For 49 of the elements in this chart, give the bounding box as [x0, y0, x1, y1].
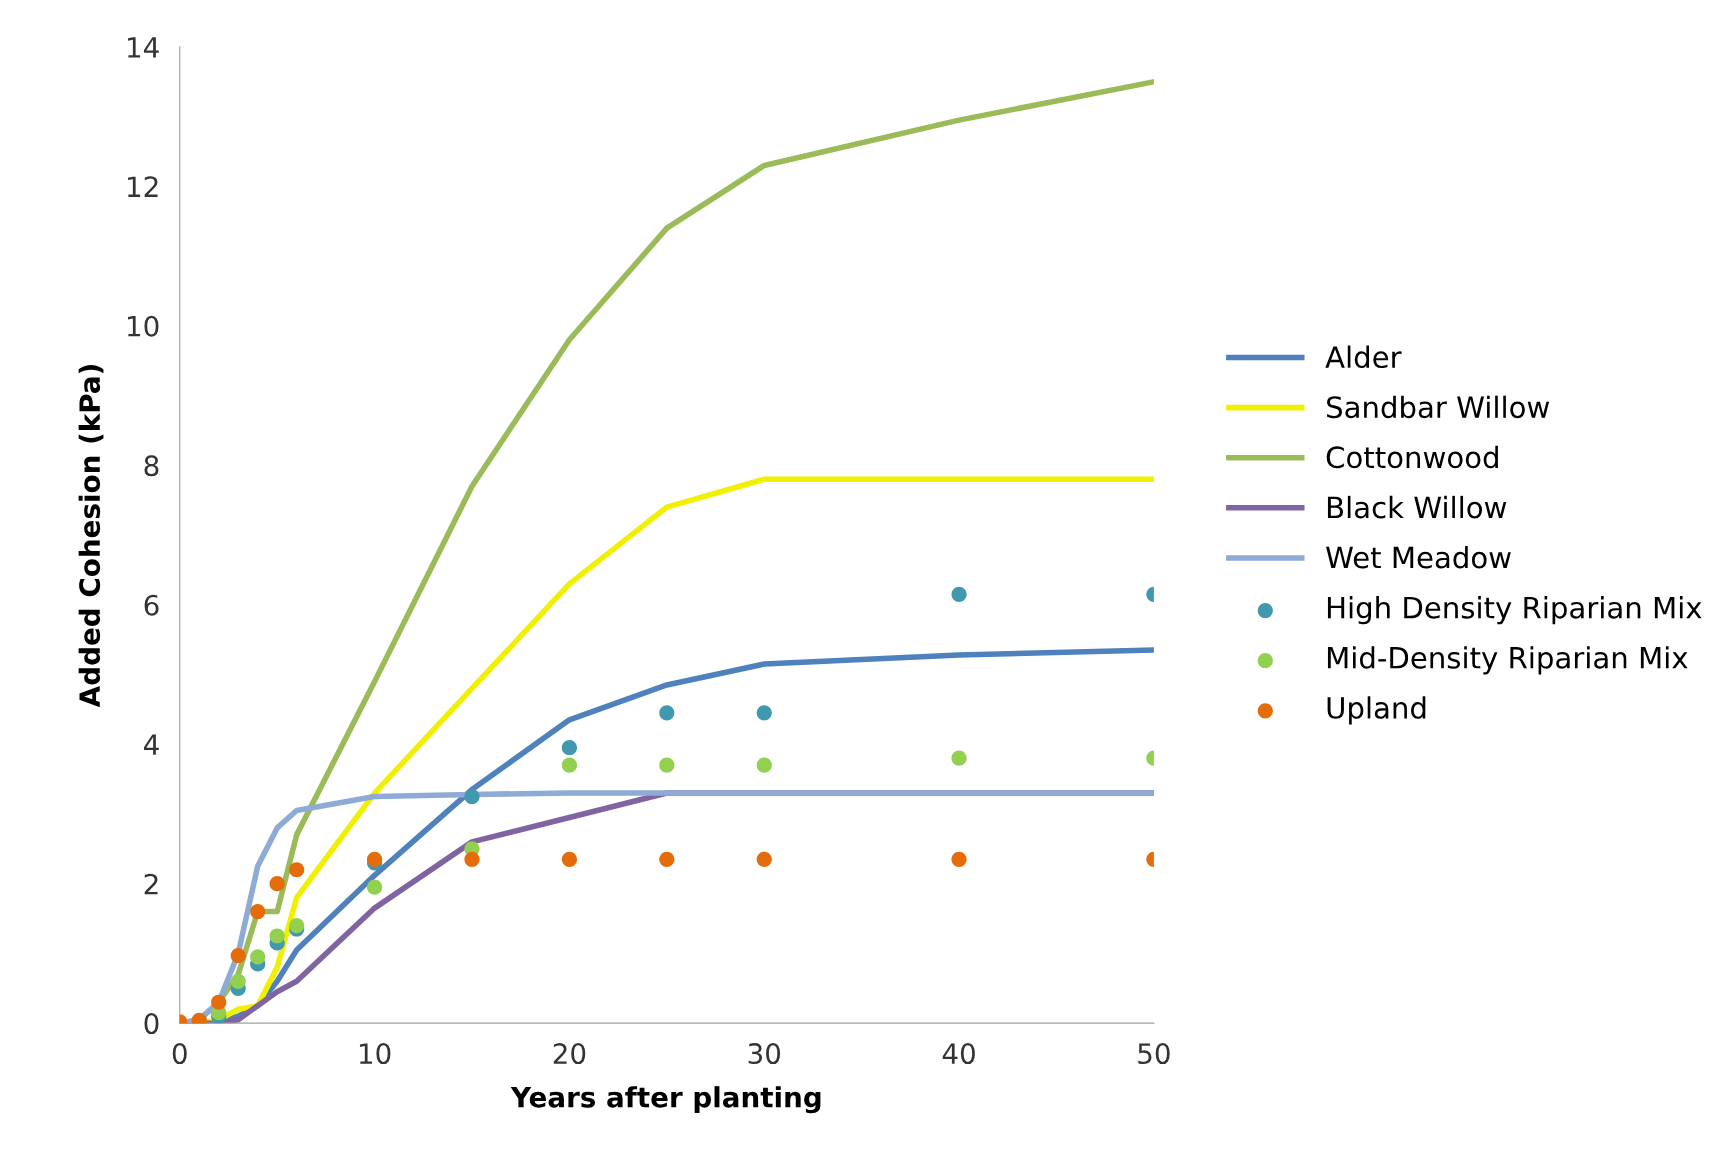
- point: [289, 862, 305, 878]
- point: [561, 851, 578, 867]
- point: [366, 851, 383, 867]
- x-tick-label: 50: [1138, 1043, 1170, 1065]
- point: [561, 757, 578, 773]
- legend-label: Black Willow: [1327, 495, 1507, 519]
- point: [269, 928, 285, 944]
- point: [230, 947, 246, 964]
- legend-label: Cottonwood: [1326, 445, 1498, 469]
- point: [756, 757, 772, 773]
- y-tick-label: 4: [144, 734, 159, 755]
- point: [951, 750, 967, 766]
- legend-label: Wet Meadow: [1326, 545, 1511, 569]
- legend-label: Sandbar Willow: [1327, 395, 1550, 419]
- x-tick-label: 10: [359, 1043, 391, 1065]
- x-tick-label: 20: [553, 1043, 586, 1065]
- point: [211, 994, 227, 1010]
- point: [250, 903, 266, 920]
- point: [659, 757, 675, 773]
- point: [250, 949, 266, 965]
- point: [561, 740, 578, 756]
- y-tick-label: 10: [128, 315, 159, 337]
- point: [366, 879, 383, 895]
- point: [269, 876, 285, 892]
- y-tick-label: 6: [144, 594, 159, 616]
- point: [230, 973, 246, 989]
- y-tick-label: 2: [144, 873, 158, 895]
- point: [464, 851, 480, 867]
- point: [289, 917, 305, 934]
- x-tick-label: 0: [172, 1043, 187, 1065]
- legend-label: Upland: [1327, 696, 1426, 725]
- point: [659, 705, 675, 721]
- x-tick-label: 30: [748, 1043, 781, 1065]
- point: [756, 851, 772, 867]
- legend-label: Mid-Density Riparian Mix: [1327, 646, 1688, 675]
- point: [951, 851, 967, 867]
- point: [659, 851, 675, 867]
- point: [464, 788, 480, 805]
- x-axis-title: Years after planting: [510, 1086, 821, 1114]
- y-tick-label: 0: [144, 1013, 159, 1035]
- x-tick-label: 40: [942, 1043, 975, 1065]
- y-tick-label: 14: [128, 37, 159, 58]
- y-axis-title: Added Cohesion (kPa): [78, 365, 104, 708]
- legend-label: Alder: [1325, 345, 1402, 369]
- point: [756, 705, 772, 721]
- point: [951, 586, 967, 602]
- legend-label: High Density Riparian Mix: [1327, 596, 1702, 625]
- y-tick-label: 8: [144, 455, 159, 477]
- y-tick-label: 12: [128, 176, 158, 197]
